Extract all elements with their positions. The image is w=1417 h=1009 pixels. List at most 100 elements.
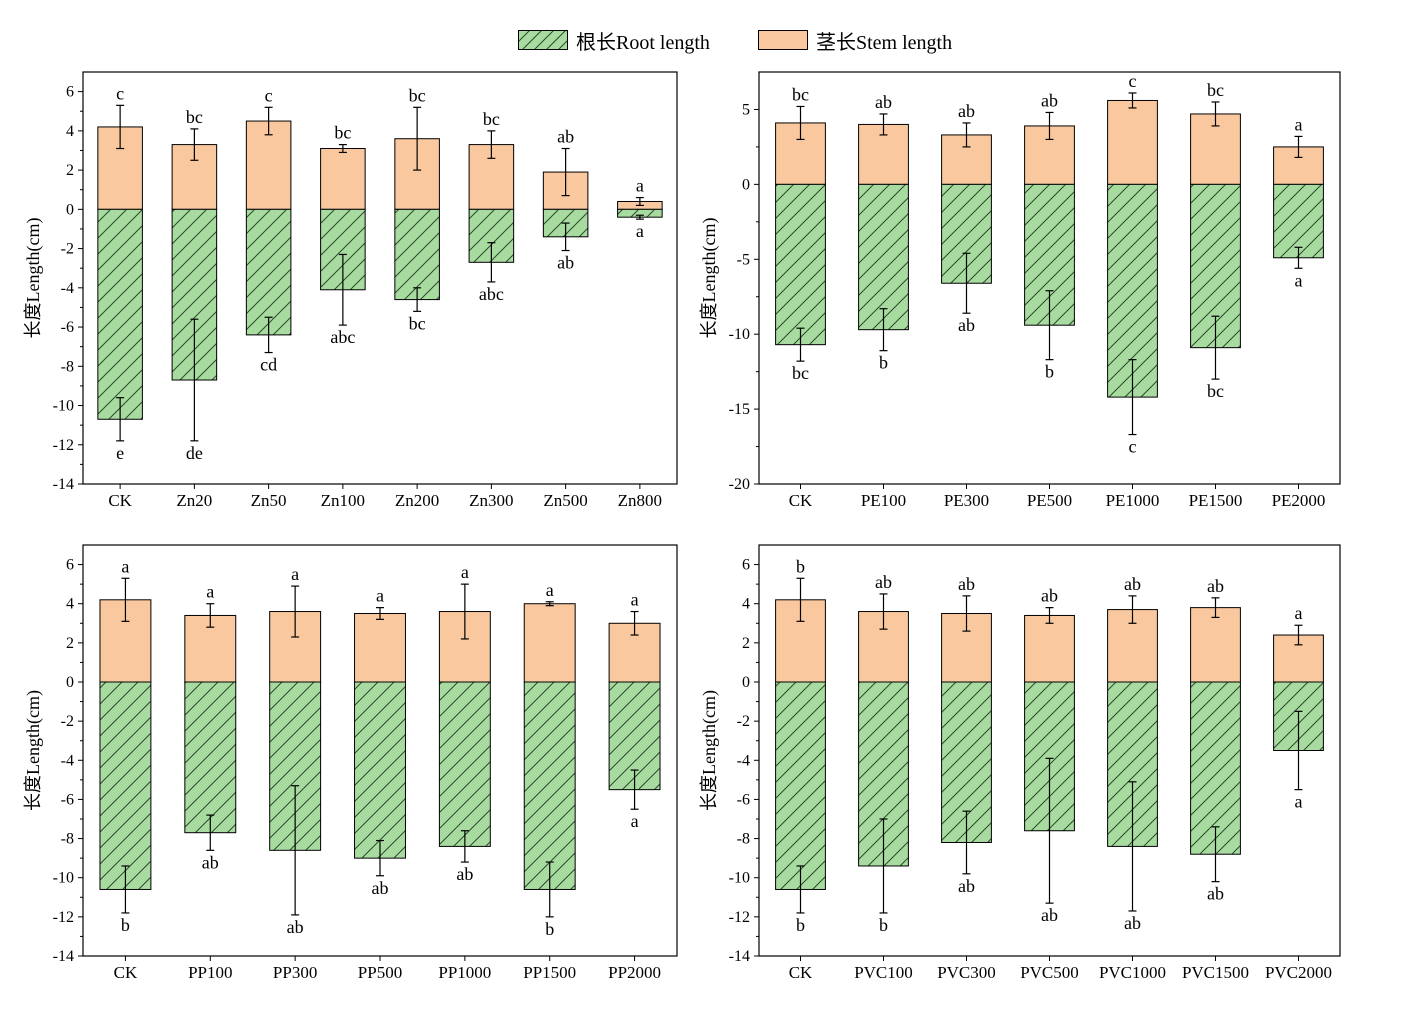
- root-letter-label: cd: [260, 355, 277, 375]
- chart-panel-pp: 6 4 2 0 -2 -4 -6 -8 -10 -12 -14 长度Length(cm) CK a b PP1…: [0, 500, 700, 1009]
- chart-pe: 50-5-10-15-20长度Length(cm)CKbcbcPE100abbP…: [699, 71, 1341, 510]
- x-tick-label: PVC500: [1020, 963, 1079, 982]
- x-tick-label: PP100: [188, 963, 232, 982]
- y-tick-label: 4: [66, 123, 74, 140]
- root-letter-label: a: [1295, 792, 1303, 812]
- stem-letter-label: bc: [483, 109, 500, 129]
- root-letter-label: a: [1295, 270, 1303, 290]
- root-letter-label: b: [1045, 362, 1054, 382]
- y-tick-label: -2: [61, 713, 74, 730]
- y-tick-label: 4: [66, 596, 74, 613]
- x-tick-label: CK: [108, 491, 132, 510]
- y-tick-label: -8: [61, 358, 74, 375]
- y-tick-label: -6: [737, 791, 750, 808]
- y-tick-label: 0: [742, 176, 750, 193]
- stem-letter-label: ab: [875, 572, 892, 592]
- x-tick-label: Zn50: [251, 491, 287, 510]
- root-letter-label: ab: [557, 253, 574, 273]
- chart-panel-pvc: 6 4 2 0 -2 -4 -6 -8 -10 -12 -14 长度Length(cm) CK b b PVC…: [690, 500, 1390, 1009]
- y-tick-label: -10: [729, 870, 750, 887]
- x-tick-label: PE1000: [1106, 491, 1160, 510]
- y-tick-label: -10: [53, 398, 74, 415]
- stem-letter-label: a: [636, 176, 644, 196]
- x-tick-label: PE2000: [1272, 491, 1326, 510]
- y-tick-label: -6: [61, 791, 74, 808]
- y-tick-label: -8: [61, 831, 74, 848]
- root-letter-label: ab: [958, 876, 975, 896]
- chart-zn: 6 4 2 0 -2 -4 -6 -8 -10 -12 -14 长度Length(cm) CK c e Zn2…: [23, 71, 678, 510]
- root-letter-label: b: [879, 915, 888, 935]
- x-tick-label: PVC100: [854, 963, 913, 982]
- root-bar: [245, 208, 292, 336]
- legend: 根长Root length 茎长Stem length: [0, 0, 1417, 70]
- root-letter-label: c: [1129, 437, 1137, 457]
- root-bar: [775, 681, 826, 890]
- y-tick-label: -12: [729, 909, 750, 926]
- stem-bar: [1024, 614, 1075, 683]
- stem-bar: [320, 148, 366, 210]
- y-tick-label: 2: [66, 162, 74, 179]
- stem-letter-label: a: [291, 564, 299, 584]
- x-tick-label: PE100: [861, 491, 906, 510]
- y-axis-label: 长度Length(cm): [23, 690, 44, 811]
- stem-letter-label: a: [1295, 114, 1303, 134]
- root-letter-label: ab: [1124, 913, 1141, 933]
- y-tick-label: -15: [729, 401, 750, 418]
- root-letter-label: a: [631, 811, 639, 831]
- root-bar: [438, 681, 491, 847]
- root-letter-label: b: [796, 915, 805, 935]
- root-letter-label: bc: [792, 363, 809, 383]
- chart-pvc: 6 4 2 0 -2 -4 -6 -8 -10 -12 -14 长度Length(cm) CK b b PVC…: [699, 544, 1341, 982]
- root-letter-label: b: [879, 353, 888, 373]
- root-letter-label: de: [186, 443, 203, 463]
- legend-swatch-stem: [758, 30, 808, 50]
- y-tick-label: -8: [737, 831, 750, 848]
- x-tick-label: PP500: [358, 963, 402, 982]
- y-tick-label: -14: [53, 476, 74, 493]
- root-bar: [858, 183, 909, 331]
- y-tick-label: -2: [61, 241, 74, 258]
- root-bar: [523, 681, 576, 890]
- root-letter-label: ab: [1207, 884, 1224, 904]
- root-letter-label: abc: [479, 284, 504, 304]
- plot-frame: [82, 71, 678, 485]
- x-tick-label: PVC300: [937, 963, 996, 982]
- y-tick-label: -4: [61, 752, 74, 769]
- stem-letter-label: ab: [1124, 574, 1141, 594]
- root-letter-label: bc: [1207, 381, 1224, 401]
- y-tick-label: -10: [729, 326, 750, 343]
- x-tick-label: Zn200: [395, 491, 439, 510]
- stem-letter-label: a: [1295, 603, 1303, 623]
- x-tick-label: Zn300: [469, 491, 513, 510]
- stem-bar: [523, 603, 576, 683]
- y-tick-label: 6: [742, 557, 750, 574]
- stem-letter-label: ab: [958, 101, 975, 121]
- y-tick-label: 0: [66, 201, 74, 218]
- y-tick-label: 5: [742, 101, 750, 118]
- x-tick-label: CK: [789, 963, 813, 982]
- stem-letter-label: ab: [1041, 586, 1058, 606]
- y-axis-label: 长度Length(cm): [699, 218, 720, 339]
- legend-label-stem: 茎长Stem length: [816, 31, 953, 54]
- root-bar: [97, 208, 143, 420]
- y-tick-label: -14: [53, 948, 74, 965]
- y-tick-label: -14: [729, 948, 750, 965]
- root-letter-label: abc: [330, 327, 355, 347]
- x-tick-label: PE300: [944, 491, 989, 510]
- stem-letter-label: bc: [186, 107, 203, 127]
- root-bar: [394, 208, 440, 301]
- x-tick-label: Zn20: [176, 491, 212, 510]
- x-tick-label: CK: [789, 491, 813, 510]
- legend-swatch-root: [518, 30, 568, 50]
- root-bar: [1273, 183, 1324, 259]
- root-bar: [775, 183, 826, 346]
- x-tick-label: Zn500: [543, 491, 587, 510]
- y-tick-label: -20: [729, 476, 750, 493]
- legend-item-stem: 茎长Stem length: [758, 28, 953, 54]
- y-tick-label: -6: [61, 319, 74, 336]
- x-tick-label: PP1000: [438, 963, 491, 982]
- x-tick-label: PP2000: [608, 963, 661, 982]
- root-bar: [354, 681, 406, 859]
- root-letter-label: a: [636, 221, 644, 241]
- x-tick-label: PE1500: [1189, 491, 1243, 510]
